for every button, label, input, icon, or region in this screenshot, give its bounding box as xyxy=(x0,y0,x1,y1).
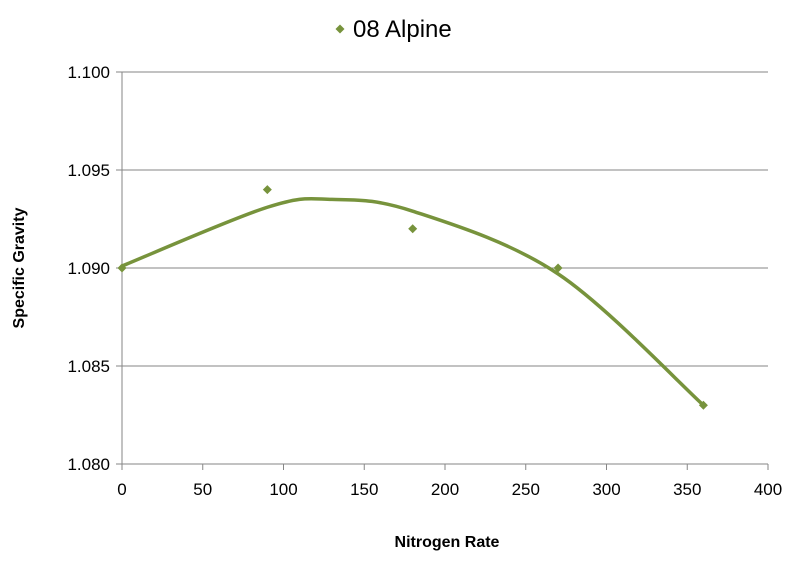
x-tick-label: 0 xyxy=(117,480,126,499)
x-tick-label: 400 xyxy=(754,480,782,499)
x-tick-label: 300 xyxy=(592,480,620,499)
y-tick-label: 1.080 xyxy=(67,455,110,474)
y-tick-label: 1.085 xyxy=(67,357,110,376)
x-tick-label: 50 xyxy=(193,480,212,499)
trendline xyxy=(120,196,706,407)
y-tick-label: 1.095 xyxy=(67,161,110,180)
data-point xyxy=(262,185,272,195)
legend: 08 Alpine xyxy=(335,16,452,43)
tick-labels: 1.080 1.085 1.090 1.095 1.100 0 50 100 150 200 250… xyxy=(67,63,782,499)
y-axis-title: Specific Gravity xyxy=(11,207,28,328)
axes xyxy=(116,71,769,470)
data-points xyxy=(117,185,708,410)
data-point xyxy=(698,400,708,410)
x-axis-title: Nitrogen Rate xyxy=(395,534,500,551)
legend-marker-diamond-icon xyxy=(335,24,345,34)
data-point xyxy=(553,263,563,273)
y-tick-label: 1.090 xyxy=(67,259,110,278)
gridlines xyxy=(122,71,768,367)
x-tick-label: 350 xyxy=(673,480,701,499)
x-tick-label: 250 xyxy=(512,480,540,499)
legend-label: 08 Alpine xyxy=(353,16,452,43)
y-tick-label: 1.100 xyxy=(67,63,110,82)
data-point xyxy=(117,263,127,273)
data-point xyxy=(408,224,418,234)
x-tick-label: 100 xyxy=(269,480,297,499)
x-tick-label: 200 xyxy=(431,480,459,499)
trendline-layer xyxy=(120,196,706,407)
x-tick-label: 150 xyxy=(350,480,378,499)
